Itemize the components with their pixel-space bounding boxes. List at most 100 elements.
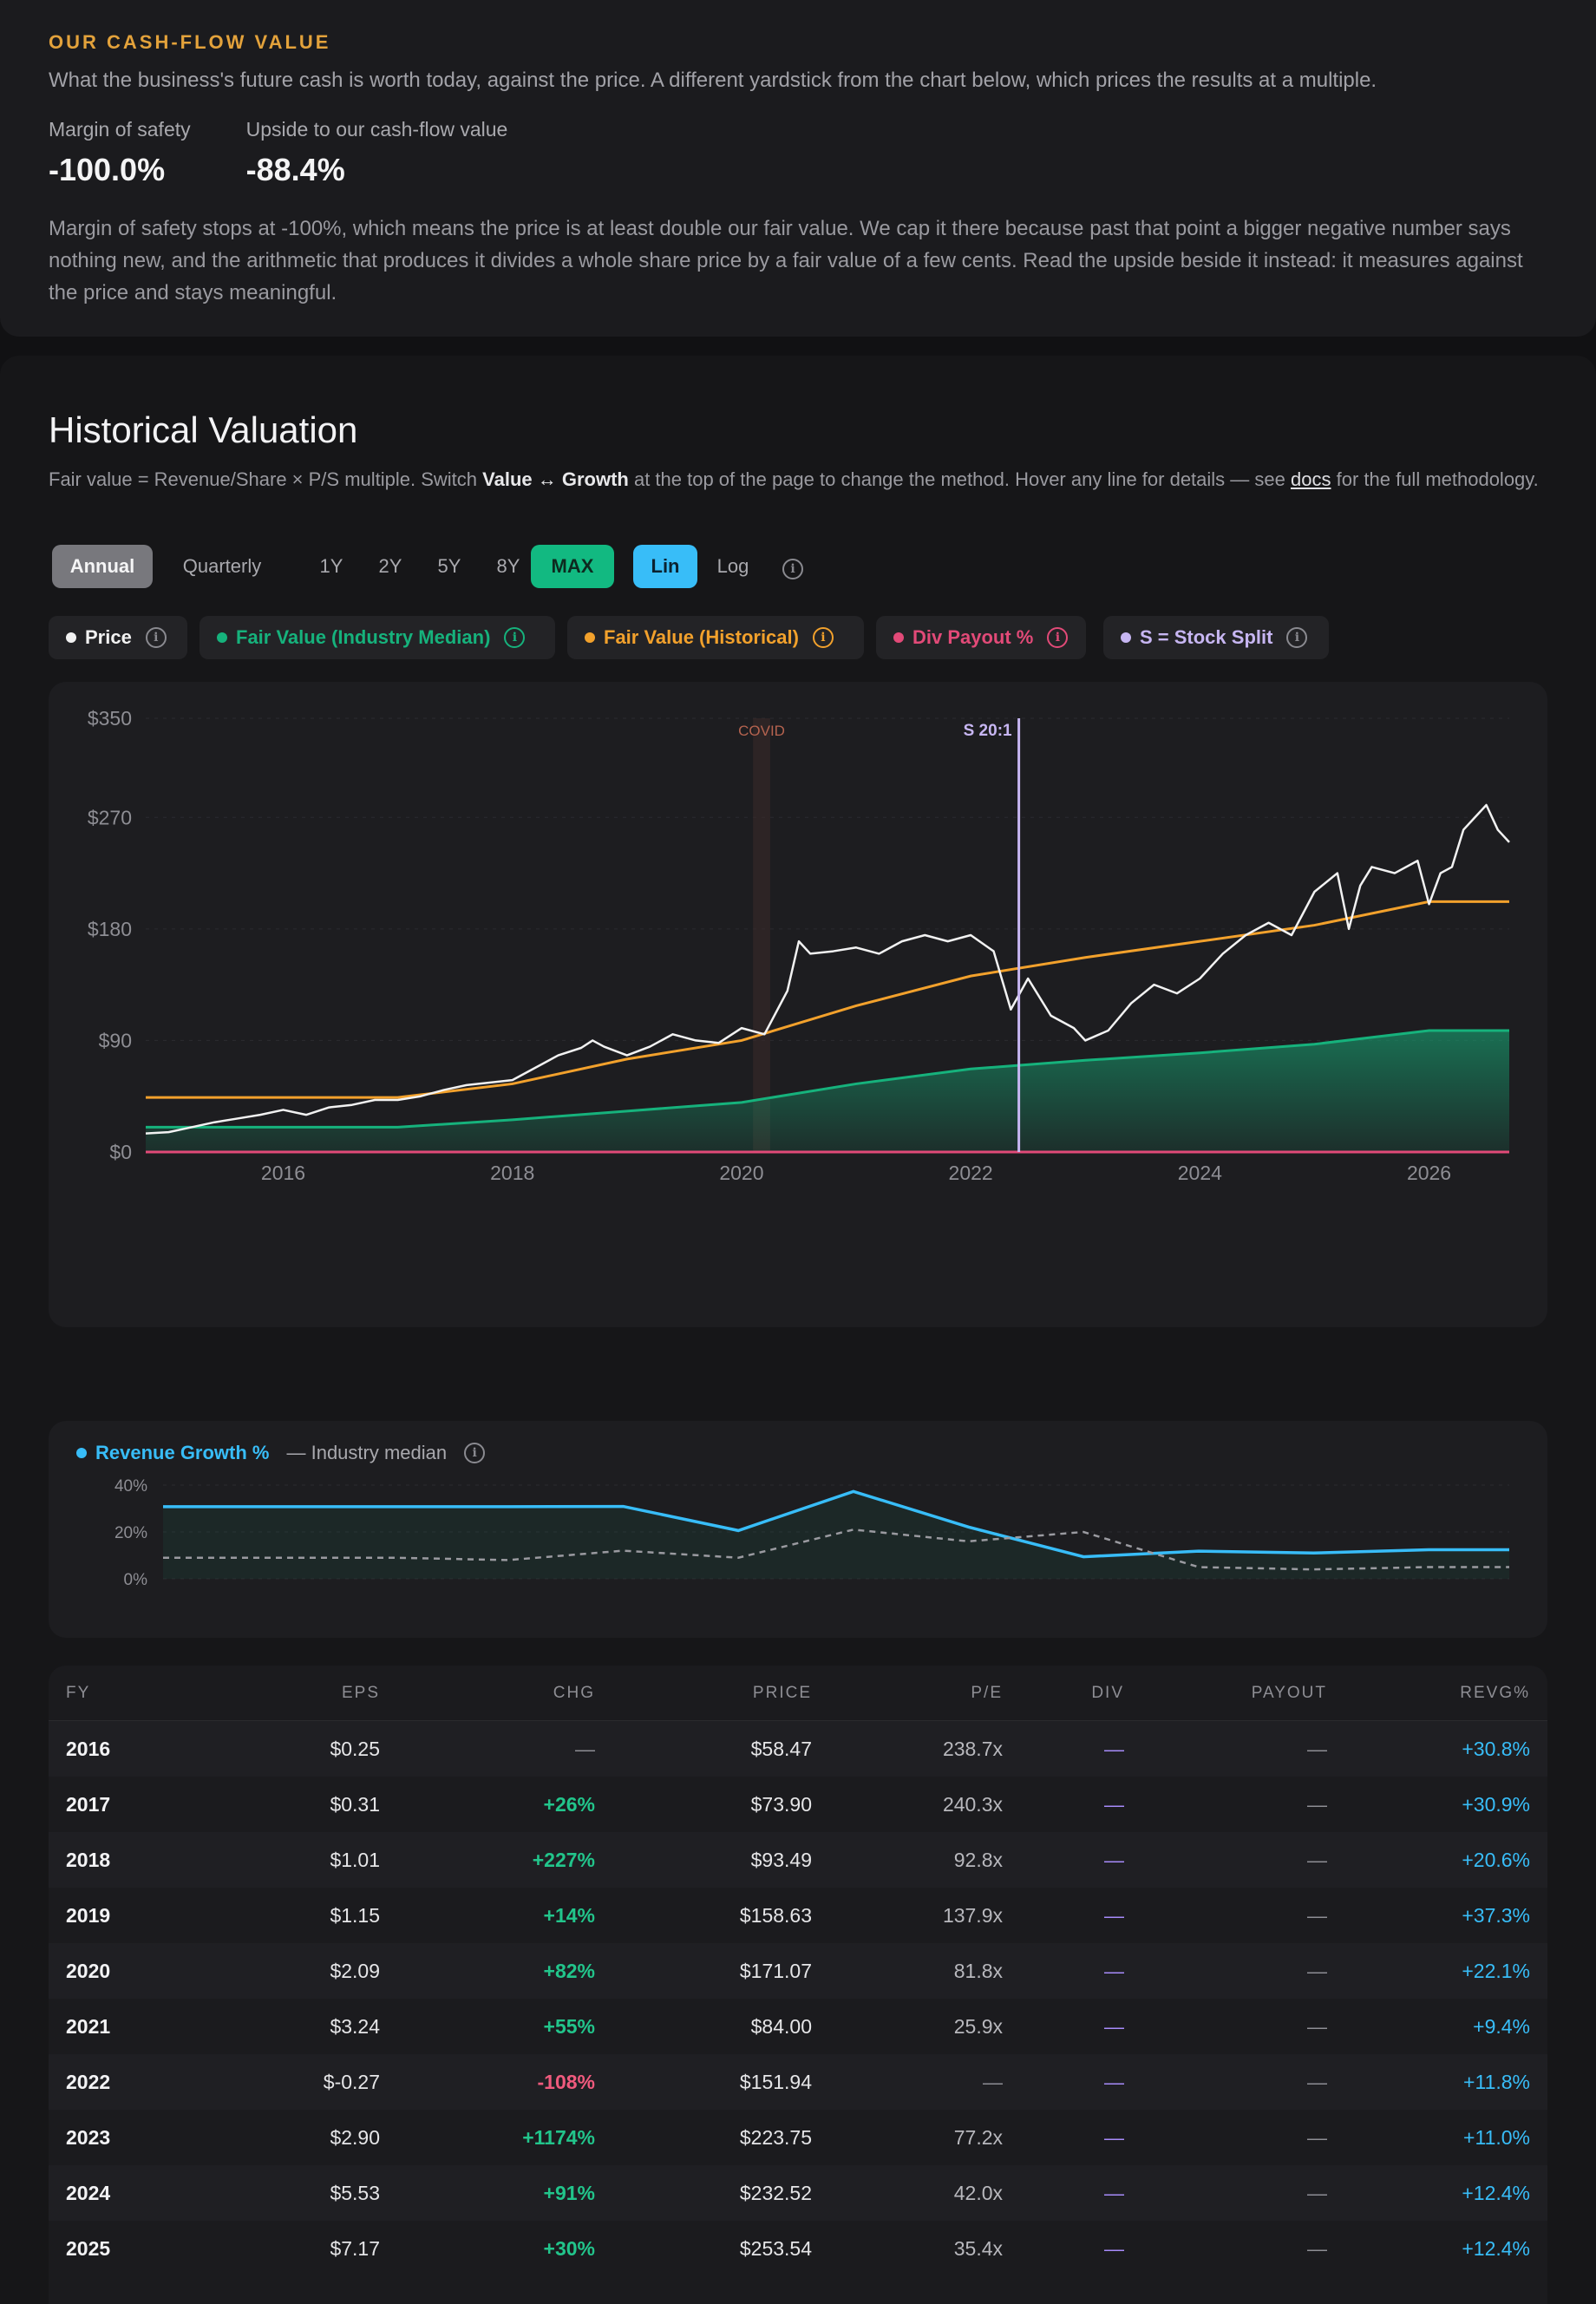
industry-fair-value-area[interactable] (146, 1031, 1509, 1152)
legend-label: S = Stock Split (1140, 626, 1273, 648)
revenue-growth-line[interactable] (163, 1489, 1509, 1559)
column-header[interactable]: PRICE (752, 1684, 812, 1702)
info-icon[interactable]: i (504, 627, 526, 648)
scale-lin[interactable]: Lin (633, 545, 697, 588)
info-icon[interactable]: i (812, 627, 834, 648)
cell-eps: $7.17 (330, 2237, 380, 2260)
range-max[interactable]: MAX (531, 545, 614, 588)
legend-price[interactable]: Price i (49, 616, 187, 659)
table-row[interactable]: 2018 $1.01 +227% $93.49 92.8x — — +20.6% (49, 1832, 1547, 1888)
legend-dot (585, 632, 595, 643)
column-header[interactable]: FY (66, 1684, 91, 1702)
cell-revg: +30.9% (1462, 1793, 1530, 1816)
scale-log[interactable]: Log (716, 555, 749, 577)
cell-eps: $5.53 (330, 2182, 380, 2204)
cell-chg: +55% (543, 2015, 595, 2038)
toggle-annual[interactable]: Annual (52, 545, 153, 588)
table-row[interactable]: 2019 $1.15 +14% $158.63 137.9x — — +37.3% (49, 1888, 1547, 1943)
growth-chart-svg[interactable]: 40% 20% 0% (49, 1421, 1547, 1638)
cell-pe: 42.0x (953, 2182, 1003, 2204)
chart-controls: Annual Quarterly 1Y 2Y 5Y 8Y MAX Lin Log… (49, 545, 1575, 588)
cell-div: — (1104, 2071, 1124, 2093)
info-icon[interactable]: i (1047, 627, 1069, 648)
metric-margin-of-safety: Margin of safety -100.0% (49, 118, 191, 188)
industry-fair-value-line[interactable] (146, 1029, 1509, 1129)
toggle-quarterly[interactable]: Quarterly (182, 555, 262, 577)
historical-fair-value-line[interactable] (146, 900, 1509, 1099)
legend-dot (66, 632, 76, 643)
cell-fy: 2017 (66, 1793, 111, 1816)
x-tick-label: 2022 (949, 1162, 993, 1184)
table-row[interactable]: 2017 $0.31 +26% $73.90 240.3x — — +30.9% (49, 1777, 1547, 1832)
cell-payout: — (1307, 1793, 1327, 1816)
cell-payout: — (1307, 2126, 1327, 2149)
industry-median-line[interactable] (163, 1528, 1509, 1571)
controls-info-button[interactable]: i (775, 545, 810, 588)
table-row[interactable]: 2021 $3.24 +55% $84.00 25.9x — — +9.4% (49, 1999, 1547, 2054)
column-header[interactable]: P/E (971, 1684, 1003, 1702)
legend-label: Fair Value (Historical) (604, 626, 799, 648)
revenue-growth-area (163, 1491, 1509, 1579)
table-row[interactable]: 2023 $2.90 +1174% $223.75 77.2x — — +11.0% (49, 2110, 1547, 2165)
cell-chg: -108% (537, 2071, 595, 2093)
cell-price: $223.75 (739, 2126, 812, 2149)
column-header[interactable]: CHG (553, 1684, 595, 1702)
y-tick-label: $90 (99, 1029, 132, 1051)
table-header: FY EPS CHG PRICE P/E DIV PAYOUT REVG% (49, 1666, 1547, 1721)
y-tick-label: $180 (88, 918, 132, 940)
metric-value: -88.4% (245, 151, 345, 187)
cell-eps: $1.15 (330, 1904, 380, 1927)
desc-text: Fair value = Revenue/Share × P/S multipl… (49, 468, 483, 490)
chart-legend: Price i Fair Value (Industry Median) i F… (49, 616, 1575, 659)
legend-dot (1121, 632, 1131, 643)
cell-div: — (1104, 1793, 1124, 1816)
legend-fair-value-industry[interactable]: Fair Value (Industry Median) i (200, 616, 555, 659)
y-tick-label: 0% (124, 1571, 148, 1589)
cashflow-card: OUR CASH-FLOW VALUE What the business's … (0, 0, 1596, 337)
revenue-growth-chart[interactable]: Revenue Growth % — Industry median i 40%… (49, 1421, 1547, 1638)
column-header[interactable]: REVG% (1460, 1684, 1530, 1702)
legend-div-payout[interactable]: Div Payout % i (876, 616, 1086, 659)
cell-fy: 2018 (66, 1849, 111, 1871)
cell-eps: $3.24 (330, 2015, 380, 2038)
cell-revg: +11.0% (1463, 2126, 1530, 2149)
cell-price: $84.00 (750, 2015, 812, 2038)
cashflow-eyebrow: OUR CASH-FLOW VALUE (49, 31, 331, 53)
column-header[interactable]: PAYOUT (1251, 1684, 1327, 1702)
table-row[interactable]: 2024 $5.53 +91% $232.52 42.0x — — +12.4% (49, 2165, 1547, 2221)
valuation-chart[interactable]: $350 $270 $180 $90 $0 2016 2018 2020 2022 2024 202… (49, 682, 1547, 1327)
column-header[interactable]: EPS (341, 1684, 380, 1702)
table-row[interactable]: 2016 $0.25 — $58.47 238.7x — — +30.8% (49, 1721, 1547, 1777)
docs-link[interactable]: docs (1291, 468, 1331, 490)
valuation-chart-svg[interactable]: $350 $270 $180 $90 $0 2016 2018 2020 2022 2024 202… (49, 682, 1547, 1327)
range-2y[interactable]: 2Y (378, 555, 402, 577)
legend-fair-value-historical[interactable]: Fair Value (Historical) i (567, 616, 864, 659)
cell-fy: 2024 (66, 2182, 111, 2204)
cell-div: — (1104, 1904, 1124, 1927)
table-row[interactable]: 2025 $7.17 +30% $253.54 35.4x — — +12.4% (49, 2221, 1547, 2276)
table-row[interactable]: 2022 $-0.27 -108% $151.94 — — — +11.8% (49, 2054, 1547, 2110)
table-row[interactable]: 2020 $2.09 +82% $171.07 81.8x — — +22.1% (49, 1943, 1547, 1999)
range-5y[interactable]: 5Y (437, 555, 461, 577)
cell-div: — (1104, 2237, 1124, 2260)
cell-chg: +26% (543, 1793, 595, 1816)
info-icon[interactable]: i (464, 1443, 486, 1463)
column-header[interactable]: DIV (1091, 1684, 1124, 1702)
cell-fy: 2019 (66, 1904, 111, 1927)
info-icon[interactable]: i (1286, 627, 1308, 648)
cell-payout: — (1307, 2237, 1327, 2260)
legend-industry-median[interactable]: — Industry median (286, 1442, 448, 1463)
y-tick-label: 20% (114, 1524, 147, 1542)
cell-pe: 137.9x (942, 1904, 1003, 1927)
y-tick-label: 40% (114, 1477, 147, 1496)
info-icon[interactable]: i (145, 627, 167, 648)
info-icon: i (782, 559, 803, 579)
metric-upside: Upside to our cash-flow value -88.4% (246, 118, 508, 188)
range-8y[interactable]: 8Y (496, 555, 520, 577)
cell-chg: +91% (543, 2182, 595, 2204)
range-1y[interactable]: 1Y (319, 555, 343, 577)
legend-dot (217, 632, 227, 643)
legend-revenue-growth[interactable]: Revenue Growth % (95, 1442, 270, 1463)
price-line[interactable] (145, 803, 1510, 1135)
legend-stock-split[interactable]: S = Stock Split i (1103, 616, 1329, 659)
